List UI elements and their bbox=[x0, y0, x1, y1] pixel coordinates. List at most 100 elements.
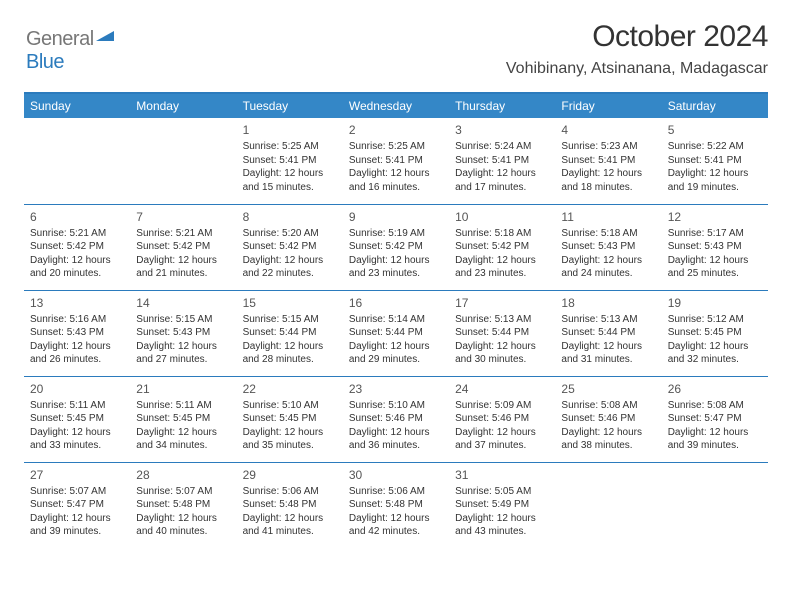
page-title: October 2024 bbox=[506, 20, 768, 54]
day-number: 30 bbox=[349, 467, 443, 483]
calendar-cell-empty bbox=[555, 462, 661, 548]
sunrise-text: Sunrise: 5:08 AM bbox=[561, 399, 655, 413]
calendar-row: 1Sunrise: 5:25 AMSunset: 5:41 PMDaylight… bbox=[24, 118, 768, 204]
calendar-cell: 31Sunrise: 5:05 AMSunset: 5:49 PMDayligh… bbox=[449, 462, 555, 548]
calendar-cell: 30Sunrise: 5:06 AMSunset: 5:48 PMDayligh… bbox=[343, 462, 449, 548]
calendar-cell: 25Sunrise: 5:08 AMSunset: 5:46 PMDayligh… bbox=[555, 376, 661, 462]
day-number: 24 bbox=[455, 381, 549, 397]
calendar-cell-empty bbox=[130, 118, 236, 204]
calendar-head: SundayMondayTuesdayWednesdayThursdayFrid… bbox=[24, 93, 768, 118]
calendar-cell: 24 Sunrise: 5:09 AMSunset: 5:46 PMDayligh… bbox=[449, 376, 555, 462]
sunrise-text: Sunrise: 5:11 AM bbox=[30, 399, 124, 413]
calendar-table: SundayMondayTuesdayWednesdayThursdayFrid… bbox=[24, 92, 768, 548]
sunset-text: Sunset: 5:45 PM bbox=[30, 412, 124, 426]
daylight-text: Daylight: 12 hours and 20 minutes. bbox=[30, 254, 124, 281]
daylight-text: Daylight: 12 hours and 32 minutes. bbox=[668, 340, 762, 367]
daylight-text: Daylight: 12 hours and 16 minutes. bbox=[349, 167, 443, 194]
sunset-text: Sunset: 5:42 PM bbox=[455, 240, 549, 254]
sunset-text: Sunset: 5:44 PM bbox=[561, 326, 655, 340]
sunrise-text: Sunrise: 5:21 AM bbox=[136, 227, 230, 241]
sunrise-text: Sunrise: 5:12 AM bbox=[668, 313, 762, 327]
sunset-text: Sunset: 5:45 PM bbox=[668, 326, 762, 340]
day-number: 28 bbox=[136, 467, 230, 483]
daylight-text: Daylight: 12 hours and 39 minutes. bbox=[668, 426, 762, 453]
day-header: Sunday bbox=[24, 93, 130, 118]
logo: General Blue bbox=[24, 20, 116, 74]
calendar-cell-empty bbox=[24, 118, 130, 204]
logo-text-grey: General bbox=[26, 28, 94, 50]
calendar-row: 27Sunrise: 5:07 AMSunset: 5:47 PMDayligh… bbox=[24, 462, 768, 548]
sunset-text: Sunset: 5:43 PM bbox=[668, 240, 762, 254]
sunrise-text: Sunrise: 5:09 AM bbox=[455, 399, 549, 413]
sunrise-text: Sunrise: 5:08 AM bbox=[668, 399, 762, 413]
day-number: 14 bbox=[136, 295, 230, 311]
daylight-text: Daylight: 12 hours and 39 minutes. bbox=[30, 512, 124, 539]
daylight-text: Daylight: 12 hours and 37 minutes. bbox=[455, 426, 549, 453]
day-number: 26 bbox=[668, 381, 762, 397]
sunset-text: Sunset: 5:41 PM bbox=[668, 154, 762, 168]
day-number: 22 bbox=[243, 381, 337, 397]
daylight-text: Daylight: 12 hours and 25 minutes. bbox=[668, 254, 762, 281]
day-number: 13 bbox=[30, 295, 124, 311]
day-number: 1 bbox=[243, 122, 337, 138]
sunrise-text: Sunrise: 5:25 AM bbox=[349, 140, 443, 154]
sunset-text: Sunset: 5:46 PM bbox=[349, 412, 443, 426]
calendar-cell: 22Sunrise: 5:10 AMSunset: 5:45 PMDayligh… bbox=[237, 376, 343, 462]
day-number: 2 bbox=[349, 122, 443, 138]
sunrise-text: Sunrise: 5:13 AM bbox=[455, 313, 549, 327]
sunset-text: Sunset: 5:42 PM bbox=[349, 240, 443, 254]
day-number: 27 bbox=[30, 467, 124, 483]
sunrise-text: Sunrise: 5:25 AM bbox=[243, 140, 337, 154]
calendar-cell: 20Sunrise: 5:11 AMSunset: 5:45 PMDayligh… bbox=[24, 376, 130, 462]
sunrise-text: Sunrise: 5:15 AM bbox=[243, 313, 337, 327]
location-text: Vohibinany, Atsinanana, Madagascar bbox=[506, 60, 768, 78]
daylight-text: Daylight: 12 hours and 35 minutes. bbox=[243, 426, 337, 453]
sunrise-text: Sunrise: 5:06 AM bbox=[349, 485, 443, 499]
daylight-text: Daylight: 12 hours and 40 minutes. bbox=[136, 512, 230, 539]
calendar-cell: 18Sunrise: 5:13 AMSunset: 5:44 PMDayligh… bbox=[555, 290, 661, 376]
sunset-text: Sunset: 5:43 PM bbox=[30, 326, 124, 340]
sunrise-text: Sunrise: 5:24 AM bbox=[455, 140, 549, 154]
day-header: Thursday bbox=[449, 93, 555, 118]
day-header: Monday bbox=[130, 93, 236, 118]
daylight-text: Daylight: 12 hours and 27 minutes. bbox=[136, 340, 230, 367]
header: General Blue October 2024 Vohibinany, At… bbox=[24, 20, 768, 78]
title-block: October 2024 Vohibinany, Atsinanana, Mad… bbox=[506, 20, 768, 78]
calendar-cell: 3Sunrise: 5:24 AMSunset: 5:41 PMDaylight… bbox=[449, 118, 555, 204]
day-number: 29 bbox=[243, 467, 337, 483]
day-number: 25 bbox=[561, 381, 655, 397]
daylight-text: Daylight: 12 hours and 31 minutes. bbox=[561, 340, 655, 367]
sunrise-text: Sunrise: 5:18 AM bbox=[561, 227, 655, 241]
calendar-cell: 9Sunrise: 5:19 AMSunset: 5:42 PMDaylight… bbox=[343, 204, 449, 290]
day-header: Wednesday bbox=[343, 93, 449, 118]
sunset-text: Sunset: 5:46 PM bbox=[455, 412, 549, 426]
sunset-text: Sunset: 5:41 PM bbox=[243, 154, 337, 168]
day-number: 18 bbox=[561, 295, 655, 311]
sunrise-text: Sunrise: 5:15 AM bbox=[136, 313, 230, 327]
daylight-text: Daylight: 12 hours and 28 minutes. bbox=[243, 340, 337, 367]
calendar-cell-empty bbox=[662, 462, 768, 548]
calendar-cell: 1Sunrise: 5:25 AMSunset: 5:41 PMDaylight… bbox=[237, 118, 343, 204]
calendar-row: 20Sunrise: 5:11 AMSunset: 5:45 PMDayligh… bbox=[24, 376, 768, 462]
calendar-cell: 15Sunrise: 5:15 AMSunset: 5:44 PMDayligh… bbox=[237, 290, 343, 376]
sunset-text: Sunset: 5:41 PM bbox=[561, 154, 655, 168]
sunset-text: Sunset: 5:44 PM bbox=[455, 326, 549, 340]
sunrise-text: Sunrise: 5:16 AM bbox=[30, 313, 124, 327]
daylight-text: Daylight: 12 hours and 42 minutes. bbox=[349, 512, 443, 539]
calendar-cell: 29Sunrise: 5:06 AMSunset: 5:48 PMDayligh… bbox=[237, 462, 343, 548]
sunrise-text: Sunrise: 5:21 AM bbox=[30, 227, 124, 241]
sunset-text: Sunset: 5:44 PM bbox=[349, 326, 443, 340]
daylight-text: Daylight: 12 hours and 34 minutes. bbox=[136, 426, 230, 453]
sunset-text: Sunset: 5:45 PM bbox=[136, 412, 230, 426]
calendar-cell: 12Sunrise: 5:17 AMSunset: 5:43 PMDayligh… bbox=[662, 204, 768, 290]
daylight-text: Daylight: 12 hours and 43 minutes. bbox=[455, 512, 549, 539]
sunrise-text: Sunrise: 5:05 AM bbox=[455, 485, 549, 499]
sunrise-text: Sunrise: 5:10 AM bbox=[349, 399, 443, 413]
calendar-cell: 21Sunrise: 5:11 AMSunset: 5:45 PMDayligh… bbox=[130, 376, 236, 462]
sunrise-text: Sunrise: 5:07 AM bbox=[30, 485, 124, 499]
sunrise-text: Sunrise: 5:18 AM bbox=[455, 227, 549, 241]
calendar-cell: 13Sunrise: 5:16 AMSunset: 5:43 PMDayligh… bbox=[24, 290, 130, 376]
daylight-text: Daylight: 12 hours and 17 minutes. bbox=[455, 167, 549, 194]
calendar-cell: 2Sunrise: 5:25 AMSunset: 5:41 PMDaylight… bbox=[343, 118, 449, 204]
day-header: Friday bbox=[555, 93, 661, 118]
